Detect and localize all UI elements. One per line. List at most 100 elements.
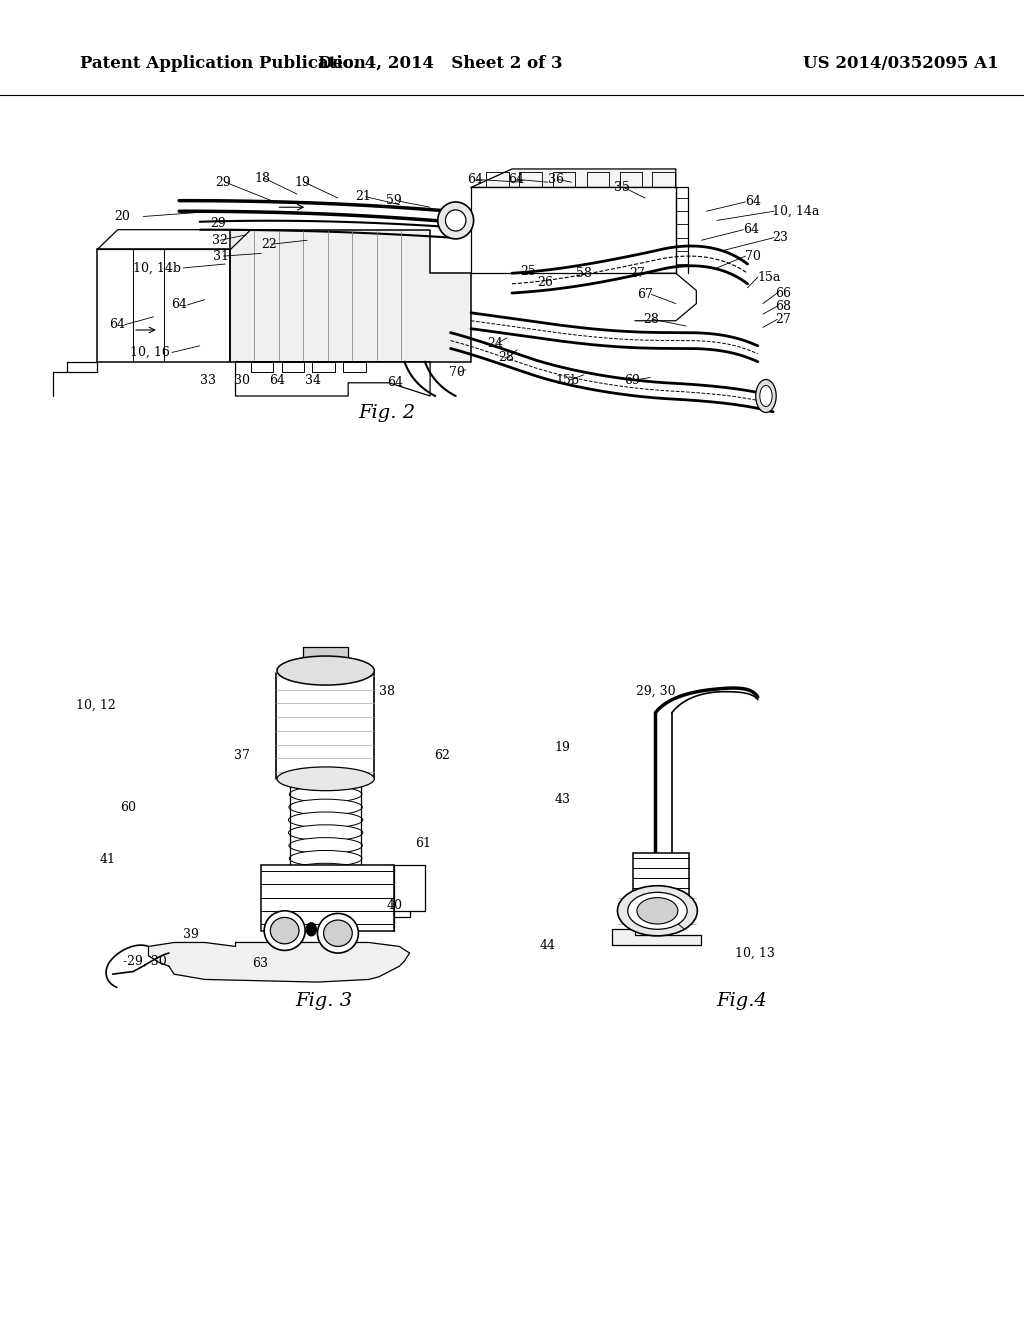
Polygon shape xyxy=(471,169,676,187)
FancyBboxPatch shape xyxy=(471,187,676,273)
Text: 64: 64 xyxy=(743,223,760,236)
Text: 24: 24 xyxy=(487,337,504,350)
FancyBboxPatch shape xyxy=(98,300,132,352)
Text: 64: 64 xyxy=(508,173,524,186)
Text: 22: 22 xyxy=(261,238,278,251)
Text: 21: 21 xyxy=(355,190,372,203)
FancyBboxPatch shape xyxy=(261,865,394,931)
Ellipse shape xyxy=(289,799,362,814)
Text: 36: 36 xyxy=(548,173,564,186)
Ellipse shape xyxy=(289,825,362,841)
Ellipse shape xyxy=(324,920,352,946)
Polygon shape xyxy=(230,230,471,362)
Text: 59: 59 xyxy=(386,194,402,207)
Text: 39: 39 xyxy=(182,928,199,941)
Text: 32: 32 xyxy=(212,234,228,247)
Text: Fig. 3: Fig. 3 xyxy=(295,991,352,1010)
Ellipse shape xyxy=(289,838,362,854)
Ellipse shape xyxy=(637,898,678,924)
Text: 27: 27 xyxy=(775,313,791,326)
Text: 70: 70 xyxy=(449,366,465,379)
Text: 29: 29 xyxy=(215,176,231,189)
Text: 23: 23 xyxy=(772,231,788,244)
Text: 60: 60 xyxy=(120,801,136,814)
Text: 19: 19 xyxy=(294,176,310,189)
Text: 29: 29 xyxy=(210,216,226,230)
FancyBboxPatch shape xyxy=(633,853,689,903)
Text: 40: 40 xyxy=(386,899,402,912)
Text: 69: 69 xyxy=(624,374,640,387)
Ellipse shape xyxy=(289,812,362,828)
Ellipse shape xyxy=(270,917,299,944)
Text: 66: 66 xyxy=(775,286,792,300)
Ellipse shape xyxy=(445,210,466,231)
Text: 61: 61 xyxy=(415,837,431,850)
Text: 28: 28 xyxy=(643,313,659,326)
Ellipse shape xyxy=(628,892,687,929)
Text: 15a: 15a xyxy=(758,271,781,284)
Text: 27: 27 xyxy=(629,267,645,280)
Text: 70: 70 xyxy=(745,249,762,263)
FancyBboxPatch shape xyxy=(384,865,425,911)
Ellipse shape xyxy=(290,787,361,803)
Text: 35: 35 xyxy=(613,181,630,194)
Text: 33: 33 xyxy=(200,374,216,387)
Ellipse shape xyxy=(276,767,375,791)
Text: 10, 16: 10, 16 xyxy=(130,346,170,359)
Text: US 2014/0352095 A1: US 2014/0352095 A1 xyxy=(803,55,999,71)
Text: 29, 30: 29, 30 xyxy=(636,685,676,698)
Text: 64: 64 xyxy=(745,195,762,209)
FancyBboxPatch shape xyxy=(97,249,230,362)
Text: Dec. 4, 2014   Sheet 2 of 3: Dec. 4, 2014 Sheet 2 of 3 xyxy=(318,55,562,71)
Text: 34: 34 xyxy=(305,374,322,387)
Ellipse shape xyxy=(760,385,772,407)
Text: 10, 14a: 10, 14a xyxy=(772,205,819,218)
Text: 15b: 15b xyxy=(555,374,580,387)
Ellipse shape xyxy=(290,774,361,789)
Text: 41: 41 xyxy=(99,853,116,866)
Ellipse shape xyxy=(756,380,776,413)
Ellipse shape xyxy=(276,656,375,685)
Text: 43: 43 xyxy=(554,793,570,807)
Text: -29, 30: -29, 30 xyxy=(123,954,167,968)
Text: 30: 30 xyxy=(233,374,250,387)
Text: 68: 68 xyxy=(775,300,792,313)
Text: 37: 37 xyxy=(233,748,250,762)
Ellipse shape xyxy=(306,923,316,936)
Polygon shape xyxy=(612,929,701,945)
Text: 58: 58 xyxy=(575,267,592,280)
FancyBboxPatch shape xyxy=(134,300,163,352)
Text: 10, 12: 10, 12 xyxy=(76,698,116,711)
Text: 64: 64 xyxy=(387,376,403,389)
Text: 10, 13: 10, 13 xyxy=(735,946,775,960)
Text: 28: 28 xyxy=(498,351,514,364)
Polygon shape xyxy=(303,647,348,671)
Text: 38: 38 xyxy=(379,685,395,698)
Text: 64: 64 xyxy=(109,318,125,331)
Text: 44: 44 xyxy=(540,939,556,952)
Text: 63: 63 xyxy=(252,957,268,970)
Text: 26: 26 xyxy=(537,276,553,289)
Text: Patent Application Publication: Patent Application Publication xyxy=(80,55,366,71)
Text: 25: 25 xyxy=(520,265,537,279)
Ellipse shape xyxy=(290,850,361,866)
Ellipse shape xyxy=(290,863,361,879)
Text: 20: 20 xyxy=(114,210,130,223)
Ellipse shape xyxy=(317,913,358,953)
Text: 64: 64 xyxy=(467,173,483,186)
Text: 67: 67 xyxy=(637,288,653,301)
Text: 64: 64 xyxy=(269,374,286,387)
Ellipse shape xyxy=(617,886,697,936)
Text: 18: 18 xyxy=(254,172,270,185)
Text: Fig.4: Fig.4 xyxy=(716,991,767,1010)
Text: 31: 31 xyxy=(213,249,229,263)
Polygon shape xyxy=(148,942,410,982)
Text: 19: 19 xyxy=(554,741,570,754)
Text: Fig. 2: Fig. 2 xyxy=(358,404,416,422)
Ellipse shape xyxy=(438,202,473,239)
FancyBboxPatch shape xyxy=(364,880,410,917)
Text: 64: 64 xyxy=(171,298,187,312)
Text: 62: 62 xyxy=(434,748,451,762)
Ellipse shape xyxy=(264,911,305,950)
Text: 10, 14b: 10, 14b xyxy=(133,261,181,275)
